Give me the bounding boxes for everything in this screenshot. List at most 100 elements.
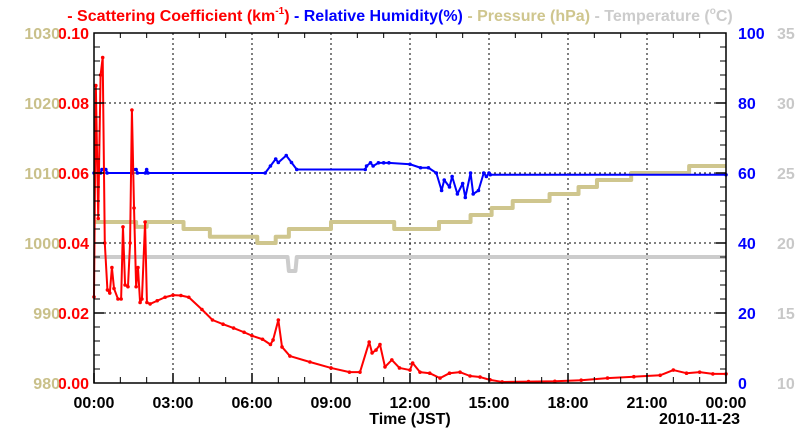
data-point <box>632 374 636 379</box>
data-point <box>102 241 107 245</box>
scattering-tick-label: 0.02 <box>58 306 89 323</box>
grid <box>94 33 726 383</box>
pressure-tick-label: 1000 <box>24 236 60 253</box>
data-point <box>364 164 369 168</box>
data-point <box>210 318 215 322</box>
data-point <box>268 164 273 168</box>
humidity-tick-label: 80 <box>738 96 756 113</box>
data-point <box>121 225 125 229</box>
series-layer <box>92 55 728 384</box>
data-point <box>442 178 447 182</box>
legend-label-tail: C) <box>716 8 733 25</box>
data-point <box>163 295 167 300</box>
data-point <box>455 192 460 196</box>
data-point <box>231 326 236 330</box>
data-point <box>148 302 152 306</box>
legend-label: Temperature ( <box>604 8 710 25</box>
temperature-tick-label: 30 <box>777 96 795 113</box>
legend-superscript: -1 <box>275 6 284 17</box>
temperature-tick-label: 35 <box>777 26 795 43</box>
data-point <box>171 293 175 297</box>
data-point <box>374 348 378 352</box>
data-point <box>378 342 382 347</box>
data-point <box>447 185 452 189</box>
data-point <box>128 241 132 245</box>
data-point <box>408 162 412 167</box>
humidity-tick-label: 60 <box>738 166 756 183</box>
data-point <box>135 171 140 175</box>
data-point <box>363 167 368 172</box>
data-point <box>276 318 281 322</box>
data-point <box>187 295 191 300</box>
data-point <box>426 165 431 170</box>
data-point <box>143 171 148 175</box>
humidity-tick-label: 100 <box>738 26 765 43</box>
data-point <box>471 192 476 196</box>
data-point <box>146 171 150 175</box>
data-point <box>123 283 127 287</box>
temperature-tick-label: 15 <box>777 306 795 323</box>
data-point <box>179 293 183 298</box>
data-point <box>134 167 138 172</box>
legend-dash: - <box>67 8 77 25</box>
pressure-tick-label: 1020 <box>24 96 60 113</box>
data-point <box>221 322 225 327</box>
data-point <box>605 376 610 380</box>
pressure-tick-label: 1030 <box>24 26 60 43</box>
humidity-tick-label: 0 <box>738 376 747 393</box>
x-tick-label: 03:00 <box>153 395 194 412</box>
legend-label-tail: ) <box>284 8 289 25</box>
data-point <box>126 284 130 289</box>
data-point <box>110 265 114 270</box>
data-point <box>658 373 662 378</box>
data-point <box>263 171 267 175</box>
data-point <box>367 340 371 344</box>
data-point <box>100 167 104 172</box>
data-point <box>370 351 374 355</box>
data-point <box>260 337 265 342</box>
data-point <box>476 188 481 193</box>
scattering-tick-label: 0.06 <box>58 166 89 183</box>
legend-label: Pressure (hPa) <box>477 8 590 25</box>
data-point <box>280 345 284 349</box>
data-point <box>481 171 486 175</box>
data-point <box>371 164 375 168</box>
x-tick-label: 09:00 <box>311 395 352 412</box>
data-point <box>132 206 136 210</box>
data-point <box>108 291 112 295</box>
data-point <box>418 370 422 374</box>
data-point <box>119 297 123 301</box>
x-tick-label: 00:00 <box>706 395 747 412</box>
data-point <box>329 366 333 370</box>
data-point <box>130 108 134 112</box>
x-tick-label: 18:00 <box>548 395 589 412</box>
scattering-tick-label: 0.08 <box>58 96 89 113</box>
data-point <box>397 366 402 370</box>
data-point <box>96 216 101 221</box>
data-point <box>100 55 105 60</box>
data-point <box>105 171 109 175</box>
legend-dash: - <box>290 8 304 25</box>
legend-dash: - <box>463 8 477 25</box>
pressure-tick-label: 990 <box>33 306 60 323</box>
data-point <box>460 181 465 186</box>
pressure-tick-label: 980 <box>33 376 60 393</box>
data-point <box>347 370 352 374</box>
legend-label: Relative Humidity(%) <box>304 8 463 25</box>
data-point <box>94 83 98 88</box>
scattering-tick-label: 0.04 <box>58 236 89 253</box>
data-point <box>140 297 144 301</box>
data-point <box>579 378 583 383</box>
data-point <box>294 167 299 172</box>
series-line-pressure <box>94 164 726 245</box>
data-point <box>308 360 312 364</box>
data-point <box>98 73 103 77</box>
data-point <box>288 354 292 358</box>
data-point <box>711 372 715 376</box>
data-point <box>138 300 142 305</box>
data-point <box>284 153 289 158</box>
legend-label: Scattering Coefficient (km <box>77 8 275 25</box>
x-tick-label: 00:00 <box>74 395 115 412</box>
x-tick-label: 12:00 <box>390 395 431 412</box>
